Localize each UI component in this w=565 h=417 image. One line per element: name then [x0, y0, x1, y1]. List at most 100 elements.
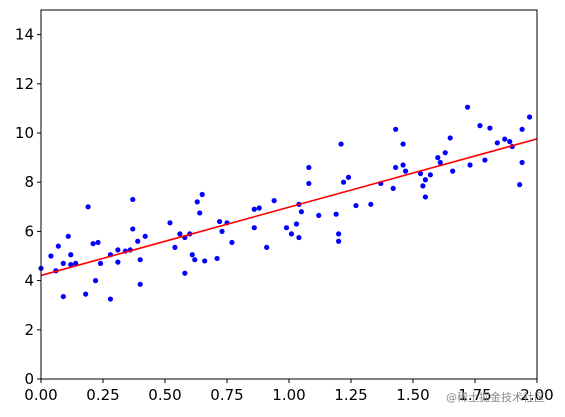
data-point [417, 170, 424, 177]
data-point [194, 199, 200, 205]
data-point [293, 221, 300, 227]
data-point [296, 234, 302, 241]
regression-line [40, 138, 538, 277]
data-point [340, 179, 347, 185]
data-points [38, 104, 533, 302]
data-point [92, 278, 99, 284]
data-point [298, 209, 304, 215]
data-point [447, 135, 453, 141]
data-point [264, 244, 270, 250]
data-point [48, 253, 54, 259]
data-point [427, 172, 433, 178]
y-tick-label: 0 [24, 370, 34, 388]
data-point [177, 231, 183, 237]
data-point [494, 140, 500, 146]
data-point [336, 238, 342, 244]
data-point [85, 204, 91, 210]
data-point [142, 233, 148, 239]
x-axis: 0.00 0.25 0.50 0.75 1.00 1.25 1.50 1.75 2.00 [24, 379, 554, 404]
data-point [393, 164, 399, 171]
x-tick-label: 0.25 [86, 386, 119, 404]
data-point [68, 252, 74, 258]
data-point [73, 260, 79, 266]
data-point [60, 293, 66, 300]
data-point [137, 257, 143, 263]
data-point [107, 296, 114, 302]
data-point [502, 136, 508, 142]
x-tick-label: 1.25 [334, 386, 367, 404]
data-point [251, 225, 257, 231]
data-point [467, 162, 473, 168]
data-point [402, 168, 409, 174]
x-tick-label: 2.00 [520, 386, 553, 404]
data-point [283, 225, 290, 231]
data-point [95, 239, 101, 246]
data-point [197, 210, 203, 216]
data-point [271, 198, 277, 204]
data-point [420, 183, 426, 189]
data-point [464, 104, 471, 110]
x-tick-label: 0.50 [148, 386, 181, 404]
data-point [477, 123, 483, 129]
data-point [216, 218, 223, 225]
data-point [192, 257, 198, 263]
watermark-text: @稀土掘金技术社区 [446, 391, 545, 404]
data-point [97, 260, 104, 266]
data-point [336, 231, 342, 237]
data-point [435, 155, 441, 161]
data-point [393, 126, 399, 132]
data-point [526, 114, 533, 120]
data-point [219, 228, 225, 234]
data-point [229, 239, 235, 246]
data-point [482, 157, 488, 163]
data-point [214, 255, 220, 262]
data-point [199, 191, 205, 198]
x-tick-label: 1.50 [396, 386, 429, 404]
axes-frame [40, 9, 538, 380]
x-tick-label: 0.75 [210, 386, 243, 404]
data-point [256, 205, 262, 211]
y-tick-label: 10 [15, 124, 34, 142]
y-tick-label: 12 [15, 75, 34, 93]
data-point [390, 185, 396, 191]
data-point [189, 252, 195, 258]
y-tick-label: 8 [24, 173, 34, 191]
y-tick-label: 4 [24, 272, 34, 290]
data-point [68, 262, 74, 268]
x-tick-label: 1.75 [458, 386, 491, 404]
data-point [517, 182, 523, 188]
data-point [507, 139, 513, 145]
data-point [182, 270, 188, 276]
data-point [172, 244, 178, 250]
data-point [288, 231, 295, 237]
data-point [115, 259, 121, 265]
y-tick-label: 14 [15, 26, 34, 44]
data-point [519, 159, 525, 166]
data-point [115, 247, 121, 253]
data-point [130, 196, 136, 203]
data-point [353, 202, 359, 209]
data-point [55, 243, 61, 249]
data-point [422, 194, 428, 200]
data-point [519, 126, 525, 132]
data-point [345, 174, 352, 180]
data-point [316, 212, 322, 219]
data-point [60, 260, 66, 266]
data-point [130, 226, 136, 232]
data-point [368, 201, 374, 207]
data-point [167, 220, 173, 226]
data-point [400, 141, 406, 147]
data-point [422, 177, 428, 183]
data-point [437, 159, 443, 166]
data-point [338, 141, 344, 147]
data-point [333, 211, 339, 217]
data-point [135, 238, 141, 244]
x-tick-label: 1.00 [272, 386, 305, 404]
x-tick-label: 0.00 [24, 386, 57, 404]
data-point [137, 281, 143, 287]
data-point [251, 206, 257, 212]
data-point [442, 150, 448, 156]
data-point [83, 291, 89, 297]
y-tick-label: 6 [24, 222, 34, 240]
